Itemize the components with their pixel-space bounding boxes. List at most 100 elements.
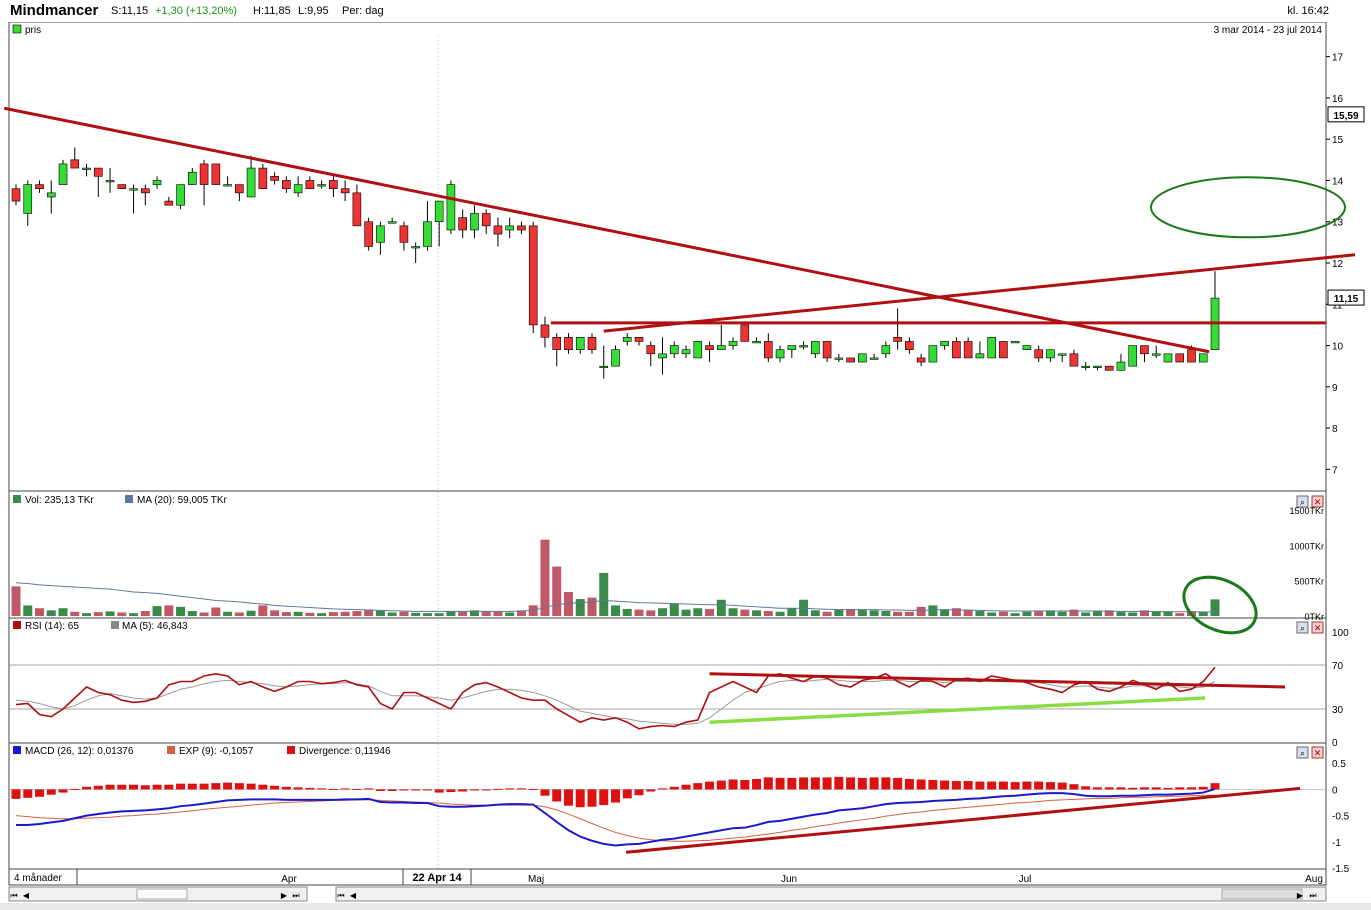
candle [622, 336, 632, 342]
price-axis-label: 9 [1332, 383, 1338, 394]
divergence-bar [246, 783, 256, 790]
left-scroll-thumb[interactable] [136, 888, 188, 900]
volume-bar [987, 612, 997, 616]
divergence-bar [1151, 787, 1161, 790]
volume-bar [1210, 599, 1220, 616]
divergence-bar [540, 789, 550, 796]
candle [46, 192, 56, 198]
zoom-button[interactable] [1296, 746, 1309, 759]
volume-bar [834, 609, 844, 616]
divergence-bar [705, 781, 715, 790]
volume-bar [411, 612, 421, 616]
divergence-bar [787, 777, 797, 790]
divergence-bar [1128, 787, 1138, 790]
divergence-bar [763, 777, 773, 790]
macd-axis-label: -0.5 [1332, 812, 1350, 823]
divergence-bar [928, 780, 938, 790]
candle [1198, 353, 1208, 363]
candle [11, 188, 21, 202]
close-icon: ✕ [1314, 623, 1322, 633]
divergence-bar [599, 789, 609, 806]
month-label: Jun [781, 874, 797, 885]
divergence-bar [234, 783, 244, 790]
divergence-bar [340, 788, 350, 790]
candle [58, 163, 68, 185]
volume-bar [810, 610, 820, 616]
macd-axis-label: 0 [1332, 785, 1338, 796]
zoom-button[interactable] [1296, 495, 1309, 508]
divergence-bar [1104, 787, 1114, 790]
volume-bar [211, 607, 221, 616]
candle [423, 221, 432, 247]
volume-bar [1081, 612, 1091, 616]
volume-bar [881, 611, 891, 616]
candle [564, 336, 573, 350]
volume-bar [164, 605, 174, 616]
divergence-bar [857, 777, 867, 790]
divergence-bar [352, 788, 362, 790]
price-axis-label: 16 [1332, 94, 1344, 105]
volume-bar [140, 611, 150, 616]
volume-bar [740, 609, 750, 616]
candle [517, 225, 526, 231]
close-button[interactable] [1311, 746, 1324, 759]
clock-label: kl. 16:42 [1287, 5, 1329, 17]
divergence-bar [399, 789, 409, 791]
month-label: Apr [281, 874, 297, 885]
divergence-bar [469, 789, 479, 791]
volume-bar [129, 613, 139, 616]
main-scrollbar[interactable] [335, 886, 1327, 902]
volume-bar [458, 611, 468, 616]
divergence-bar [46, 789, 56, 795]
scroll-arrow-icon: ◀ [23, 891, 30, 900]
volume-axis-label: 500TKr [1294, 577, 1324, 587]
candle [1057, 353, 1067, 356]
divergence-bar [693, 783, 703, 790]
scroll-arrow-icon: ⏭ [292, 891, 299, 900]
last-price-tag [1327, 289, 1365, 306]
cursor-date-box [402, 868, 472, 886]
price-axis-label: 8 [1332, 424, 1338, 435]
volume-bar [35, 608, 45, 616]
divergence-bar [869, 777, 879, 790]
last-price-stat: S:11,15 [111, 5, 149, 17]
rising-trendline [603, 253, 1356, 333]
volume-bar [775, 611, 785, 616]
price-axis-label: 13 [1332, 218, 1344, 229]
zoom-button[interactable] [1296, 621, 1309, 634]
divergence-bar [916, 779, 926, 790]
volume-bar [23, 605, 33, 616]
candle [999, 341, 1008, 359]
divergence-bar [364, 788, 374, 790]
volume-bar [152, 606, 162, 616]
macd-panel-controls: ⌕ ✕ [1296, 746, 1324, 759]
close-icon: ✕ [1314, 497, 1322, 507]
low-stat: L:9,95 [298, 5, 329, 17]
divergence-bar [1081, 786, 1091, 790]
candle [293, 184, 303, 194]
volume-bar [869, 610, 879, 616]
candle [634, 336, 644, 342]
divergence-bar [258, 784, 268, 790]
candle [399, 225, 409, 243]
divergence-bar [35, 789, 45, 797]
range-label: 4 månader [14, 872, 62, 884]
volume-bar [787, 608, 797, 616]
divergence-bar [799, 777, 809, 790]
divergence-bar [1010, 782, 1020, 790]
divergence-bar [681, 784, 691, 790]
candle [82, 167, 91, 170]
divergence-bar [422, 789, 432, 791]
volume-bar [822, 611, 832, 616]
rsi-axis-label: 30 [1332, 705, 1344, 716]
close-button[interactable] [1311, 495, 1324, 508]
candle [1140, 345, 1149, 355]
volume-bar [117, 612, 127, 616]
candle [775, 349, 785, 359]
divergence-bar [199, 783, 209, 790]
candle [822, 341, 832, 359]
close-button[interactable] [1311, 621, 1324, 634]
candle [70, 159, 80, 169]
volume-bar [387, 612, 397, 616]
main-scroll-thumb[interactable] [1221, 888, 1303, 900]
